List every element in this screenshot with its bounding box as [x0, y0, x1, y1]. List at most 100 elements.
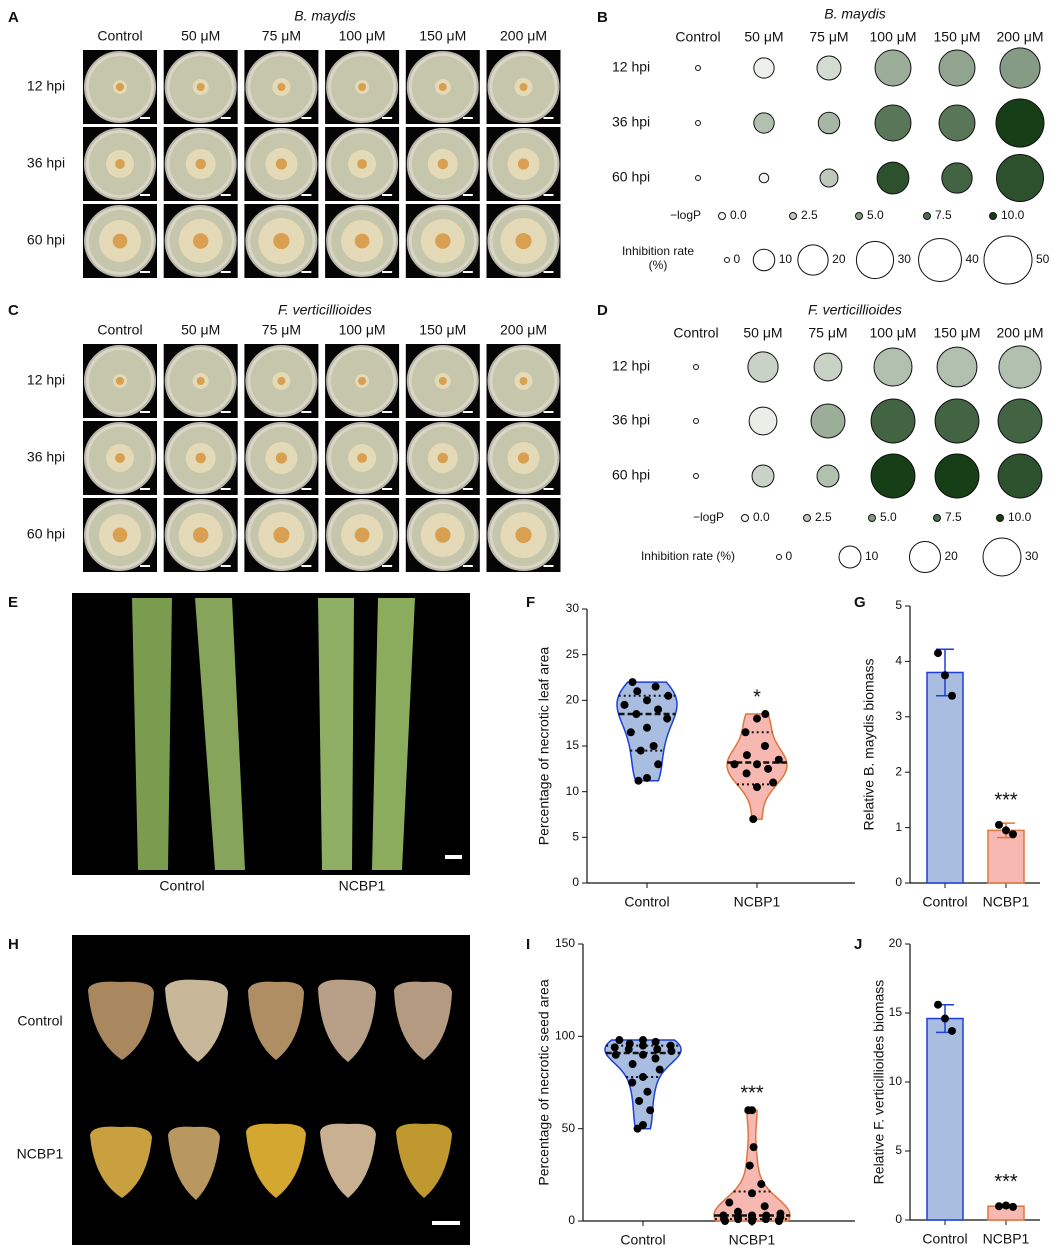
data-point: [651, 1054, 660, 1063]
y-tick-label: 15: [566, 738, 580, 752]
data-point: [725, 1198, 734, 1207]
y-axis-label: Percentage of necrotic leaf area: [536, 647, 552, 846]
legend-swatch: [996, 514, 1004, 522]
x-tick-label: NCBP1: [729, 1232, 776, 1248]
data-point: [610, 1043, 619, 1052]
legend-label: 10: [865, 549, 879, 563]
bubble: [874, 104, 912, 142]
data-point: [634, 776, 643, 785]
seed-photo: [72, 935, 470, 1245]
panel-label: G: [854, 594, 866, 611]
legend-size: [908, 540, 942, 574]
bubble: [695, 65, 701, 71]
bar: [987, 829, 1025, 884]
data-point: [651, 1037, 660, 1046]
colony-center: [357, 159, 367, 169]
legend-swatch: [989, 212, 997, 220]
column-label: Control: [97, 28, 142, 44]
column-label: 200 μM: [997, 325, 1044, 341]
bubble: [816, 55, 842, 81]
legend-label: 30: [898, 252, 912, 266]
colony-center: [116, 377, 124, 385]
seed: [318, 979, 376, 1062]
data-point: [655, 1065, 664, 1074]
panel-label: C: [8, 302, 19, 319]
data-point: [760, 742, 769, 750]
bubble: [751, 464, 775, 488]
y-tick-label: 1: [895, 820, 902, 834]
leaf: [318, 598, 354, 870]
data-point: [757, 1180, 766, 1189]
data-point: [611, 1050, 620, 1059]
chart-title: F. verticillioides: [808, 302, 902, 318]
data-point: [1002, 826, 1010, 835]
data-point: [748, 1189, 756, 1198]
data-point: [733, 1213, 742, 1222]
data-point: [742, 751, 751, 760]
bubble: [817, 111, 841, 135]
colony-center: [517, 452, 530, 464]
legend-size: [724, 257, 730, 263]
bar: [926, 1017, 964, 1221]
data-point: [733, 1207, 742, 1216]
x-tick-label: NCBP1: [734, 894, 781, 910]
data-point: [649, 742, 658, 750]
column-label: 150 μM: [934, 29, 981, 45]
data-point: [643, 1087, 652, 1096]
legend-title: Inhibition rate (%): [640, 549, 736, 563]
row-label: 36 hpi: [612, 114, 650, 130]
data-point: [776, 1209, 785, 1218]
bubble: [870, 398, 916, 444]
row-label: 12 hpi: [27, 78, 65, 94]
colony-center: [116, 83, 124, 91]
row-label: 60 hpi: [27, 232, 65, 248]
y-tick-label: 25: [566, 647, 580, 661]
column-label: 50 μM: [744, 29, 783, 45]
column-label: 100 μM: [339, 28, 386, 44]
data-point: [639, 1050, 647, 1059]
legend-label: 30: [1025, 549, 1039, 563]
data-point: [948, 1026, 956, 1035]
data-point: [745, 1161, 754, 1170]
x-tick-label: Control: [620, 1232, 665, 1248]
row-label: 36 hpi: [612, 412, 650, 428]
legend-label: 20: [945, 549, 959, 563]
column-label: 200 μM: [500, 28, 547, 44]
data-point: [948, 691, 956, 700]
column-label: 150 μM: [934, 325, 981, 341]
column-label: 150 μM: [419, 322, 466, 338]
data-point: [753, 714, 761, 723]
data-point: [941, 671, 949, 680]
bubble: [997, 398, 1043, 444]
panel-label: J: [854, 936, 862, 953]
legend-swatch: [741, 514, 749, 522]
bubble: [695, 175, 701, 181]
bubble: [747, 351, 779, 383]
seed: [165, 979, 228, 1062]
bubble: [870, 453, 916, 499]
leaf: [372, 598, 415, 870]
colony-center: [196, 83, 205, 91]
data-point: [628, 1078, 637, 1087]
legend-title: −logP: [693, 510, 724, 524]
colony-center: [275, 158, 287, 170]
data-point: [653, 1045, 662, 1054]
bubble: [873, 347, 913, 387]
y-tick-label: 150: [555, 936, 575, 950]
y-tick-label: 5: [895, 1143, 902, 1157]
legend-swatch: [855, 212, 863, 220]
bubble: [998, 345, 1042, 389]
y-tick-label: 30: [566, 601, 580, 615]
leaf: [195, 598, 245, 870]
seed: [396, 1123, 452, 1198]
y-tick-label: 0: [568, 1213, 575, 1227]
row-label: 36 hpi: [27, 155, 65, 171]
seed: [88, 981, 154, 1060]
legend-size: [918, 238, 962, 282]
column-label: 100 μM: [339, 322, 386, 338]
bubble: [938, 104, 976, 142]
data-point: [651, 682, 660, 691]
data-point: [1009, 1202, 1017, 1211]
panel-label: F: [526, 594, 535, 611]
